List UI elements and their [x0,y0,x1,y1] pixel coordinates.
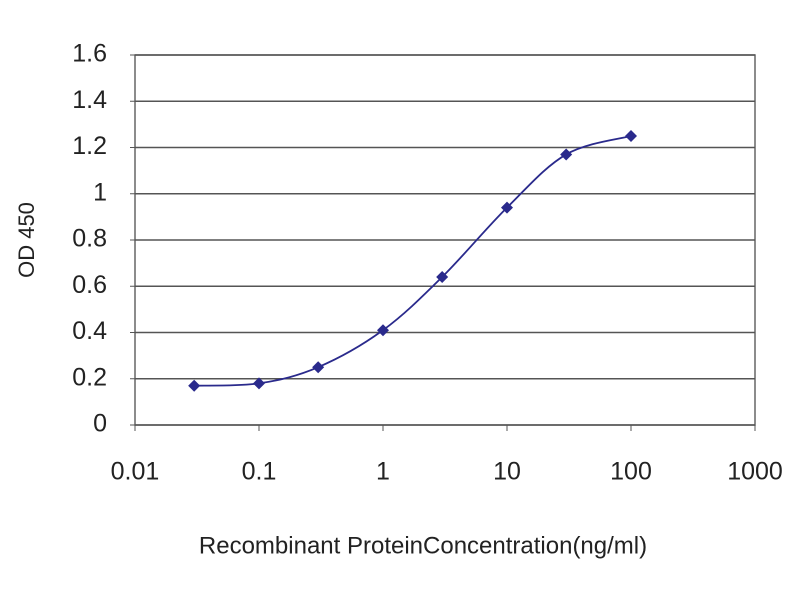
x-tick-label: 1 [376,458,390,486]
x-tick-label: 100 [610,458,652,486]
y-tick-label: 1.6 [72,40,107,68]
data-point [253,377,265,390]
series-line [194,135,632,387]
x-tick-label: 0.1 [242,458,277,486]
y-tick-label: 1 [93,178,107,206]
x-tick-label: 1000 [727,458,783,486]
y-tick-label: 1.4 [72,86,107,114]
y-axis-label: OD 450 [14,202,39,278]
x-tick-label: 10 [493,458,521,486]
data-point [625,129,637,142]
x-axis-label: Recombinant ProteinConcentration(ng/ml) [199,532,647,559]
y-tick-label: 1.2 [72,132,107,160]
y-tick-label: 0 [93,410,107,438]
data-point [377,324,389,337]
data-point [560,148,573,161]
data-point [501,201,513,214]
y-tick-label: 0.4 [72,317,107,345]
y-tick-label: 0.2 [72,363,107,391]
y-tick-label: 0.6 [72,271,107,299]
data-point [188,379,201,392]
data-point [312,361,325,374]
x-tick-label: 0.01 [111,458,160,486]
y-tick-label: 0.8 [72,225,107,253]
data-point [436,271,449,283]
